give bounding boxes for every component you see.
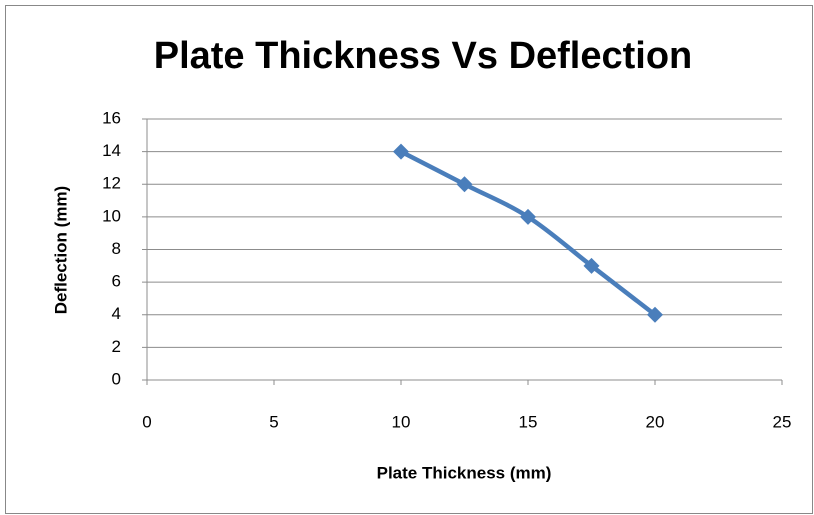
- chart-title: Plate Thickness Vs Deflection: [154, 35, 693, 77]
- x-tick-label: 10: [392, 412, 411, 431]
- data-point: [647, 306, 663, 323]
- y-tick-label: 12: [102, 174, 121, 193]
- data-point: [393, 143, 409, 160]
- y-tick-label: 8: [112, 239, 121, 258]
- data-point: [456, 176, 473, 193]
- x-axis-label: Plate Thickness (mm): [377, 463, 552, 482]
- x-tick-label: 5: [269, 412, 278, 431]
- x-tick-label: 20: [646, 412, 665, 431]
- chart-border: [5, 5, 813, 514]
- data-point: [520, 208, 536, 225]
- x-tick-label: 0: [142, 412, 151, 431]
- y-tick-label: 0: [112, 369, 121, 388]
- y-axis-label: Deflection (mm): [51, 186, 70, 314]
- x-tick-label: 25: [773, 412, 792, 431]
- data-point: [583, 257, 600, 274]
- y-tick-label: 6: [112, 272, 121, 291]
- y-tick-label: 16: [102, 108, 121, 127]
- x-tick-label: 15: [519, 412, 538, 431]
- y-tick-label: 14: [102, 141, 121, 160]
- y-tick-label: 10: [102, 206, 121, 225]
- y-tick-label: 2: [112, 337, 121, 356]
- y-tick-label: 4: [112, 304, 121, 323]
